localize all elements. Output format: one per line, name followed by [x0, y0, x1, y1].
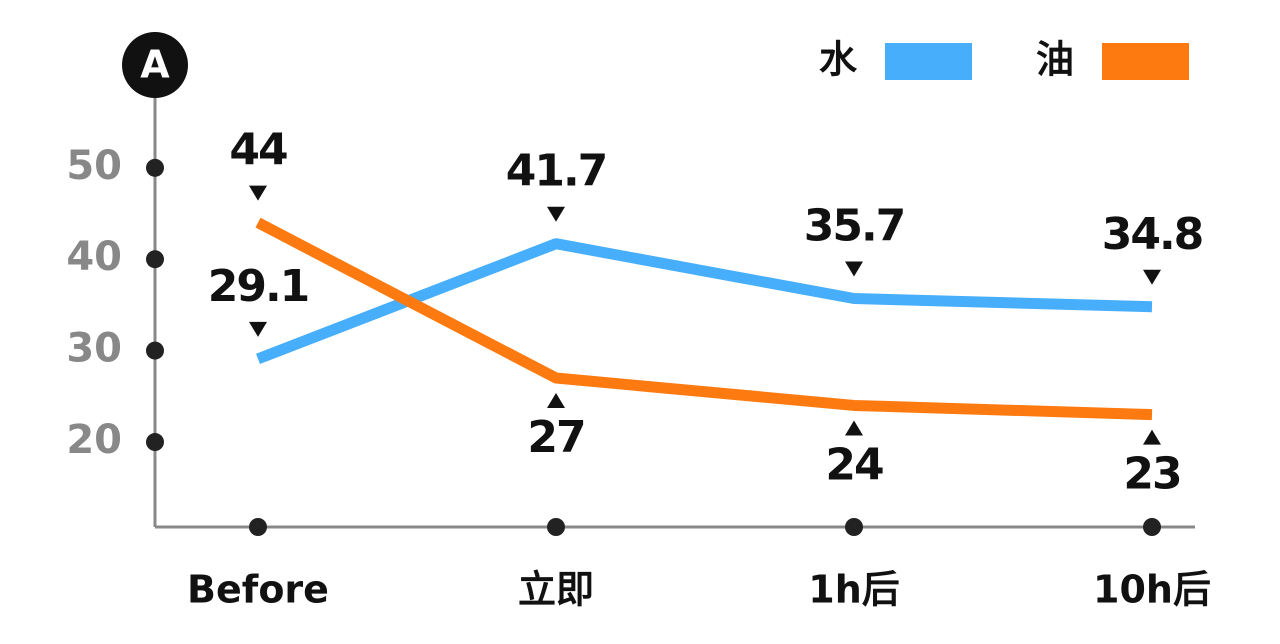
legend-swatch [1102, 43, 1189, 80]
x-tick-label: 1h后 [808, 568, 900, 612]
y-tick-dot [146, 158, 164, 177]
value-label: 41.7 [506, 146, 607, 197]
label-pointer [249, 321, 267, 337]
panel-badge [122, 32, 188, 98]
x-tick-dot [547, 518, 565, 536]
legend-label: 水 [819, 38, 858, 82]
x-tick-dot [249, 518, 267, 536]
y-tick-label: 20 [66, 417, 122, 463]
value-label: 27 [527, 412, 584, 463]
series-line [255, 217, 1153, 421]
legend-label: 油 [1036, 38, 1074, 82]
y-tick-label: 40 [66, 234, 122, 280]
y-tick-label: 30 [66, 326, 122, 372]
value-label: 34.8 [1102, 209, 1203, 260]
label-pointer [1143, 269, 1161, 285]
x-tick-label: 立即 [518, 568, 594, 612]
label-pointer [845, 261, 863, 277]
label-pointer [547, 206, 565, 222]
legend-swatch [885, 43, 972, 80]
value-label: 44 [229, 125, 287, 176]
y-tick-dot [146, 433, 164, 452]
value-label: 29.1 [208, 261, 309, 312]
x-tick-dot [1143, 518, 1161, 536]
series-line [256, 238, 1153, 364]
value-label: 35.7 [804, 201, 905, 252]
y-tick-dot [146, 250, 164, 269]
label-pointer [547, 393, 565, 409]
value-label: 24 [825, 439, 883, 490]
panel-label: A [140, 43, 170, 87]
x-tick-dot [845, 518, 863, 536]
y-tick-label: 50 [66, 143, 122, 189]
label-pointer [1143, 429, 1161, 445]
x-tick-label: 10h后 [1093, 568, 1211, 612]
label-pointer [249, 185, 267, 201]
x-tick-label: Before [187, 568, 329, 612]
y-tick-dot [146, 341, 164, 360]
label-pointer [845, 420, 863, 436]
value-label: 23 [1123, 449, 1180, 500]
